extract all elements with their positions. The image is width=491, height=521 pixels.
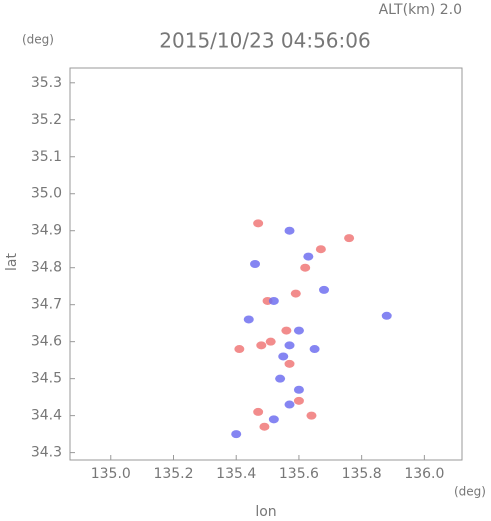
y-axis-label: lat	[4, 253, 20, 271]
y-tick-label: 35.3	[31, 75, 62, 91]
data-point	[268, 415, 279, 424]
data-point	[303, 252, 314, 261]
chart-subtitle: ALT(km) 2.0	[379, 2, 462, 18]
y-tick-label: 35.1	[31, 149, 62, 165]
data-point	[250, 260, 261, 268]
data-point	[300, 263, 311, 272]
plot-frame	[69, 67, 463, 461]
y-tick-label: 35.2	[31, 112, 62, 128]
data-point	[281, 326, 292, 335]
data-point	[306, 411, 317, 420]
data-point	[284, 341, 295, 350]
data-point	[253, 219, 264, 228]
x-tick-label: 135.8	[342, 466, 382, 482]
data-point	[315, 245, 326, 254]
data-point	[293, 385, 304, 394]
y-tick-label: 34.8	[31, 260, 62, 276]
data-point	[231, 430, 242, 439]
y-tick-label: 34.9	[31, 223, 62, 239]
data-point	[381, 311, 392, 320]
data-point	[293, 396, 304, 405]
y-tick-label: 34.4	[31, 408, 62, 424]
data-point	[275, 374, 286, 383]
data-point	[344, 234, 355, 243]
data-point	[319, 285, 330, 294]
y-tick-label: 35.0	[31, 186, 62, 202]
data-point	[243, 315, 254, 324]
y-tick-label: 34.3	[31, 445, 62, 461]
y-tick-label: 34.6	[31, 334, 62, 350]
data-point	[256, 341, 267, 350]
x-tick-label: 135.2	[153, 466, 193, 482]
x-tick-label: 135.6	[279, 466, 319, 482]
data-point	[290, 289, 301, 298]
x-tick-label: 135.4	[216, 466, 256, 482]
data-point	[284, 400, 295, 409]
data-point	[284, 226, 295, 235]
data-point	[265, 337, 276, 346]
data-point	[253, 407, 264, 416]
data-point	[234, 345, 245, 354]
data-point	[284, 359, 295, 368]
y-tick-label: 34.7	[31, 297, 62, 313]
data-point	[278, 352, 289, 361]
y-tick-label: 34.5	[31, 371, 62, 387]
x-tick-label: 136.0	[404, 466, 444, 482]
data-point	[268, 296, 279, 305]
x-axis-label: lon	[255, 504, 276, 520]
data-point	[293, 326, 304, 335]
data-point	[309, 345, 320, 354]
x-unit: (deg)	[454, 485, 486, 499]
y-unit: (deg)	[22, 33, 54, 47]
x-tick-label: 135.0	[91, 466, 131, 482]
data-point	[259, 422, 270, 431]
chart-title: 2015/10/23 04:56:06	[159, 29, 370, 53]
